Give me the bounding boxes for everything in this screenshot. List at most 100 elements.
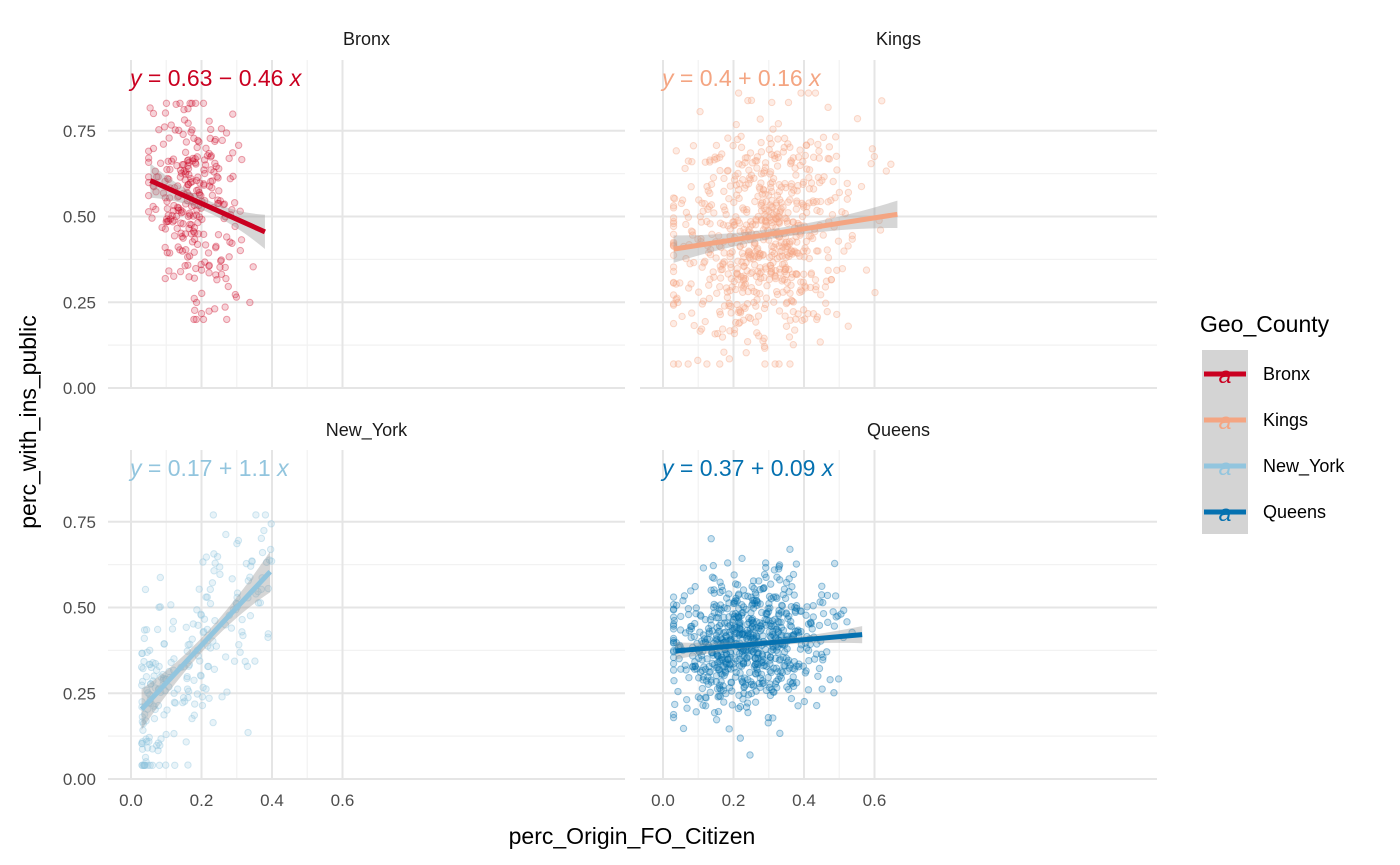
data-point: [843, 618, 851, 626]
data-point: [181, 230, 189, 238]
data-point: [222, 233, 231, 241]
data-point: [252, 511, 260, 519]
data-point: [718, 333, 727, 341]
data-point: [843, 179, 851, 188]
data-point: [802, 141, 811, 149]
data-point: [833, 166, 841, 174]
data-point: [789, 664, 797, 673]
data-point: [205, 117, 213, 125]
data-point: [719, 260, 727, 269]
data-point: [739, 678, 747, 687]
data-point: [751, 252, 759, 260]
data-point: [759, 619, 767, 628]
data-point: [729, 599, 738, 608]
data-point: [189, 227, 198, 236]
data-point: [192, 211, 201, 219]
data-point: [807, 620, 815, 628]
data-point: [138, 681, 146, 689]
data-point: [165, 249, 174, 257]
data-point: [775, 218, 783, 227]
data-point: [748, 622, 756, 631]
data-point: [752, 591, 760, 599]
data-point: [241, 657, 249, 666]
data-point: [751, 654, 760, 662]
data-point: [713, 651, 722, 660]
data-point: [155, 761, 164, 769]
data-point: [140, 761, 148, 769]
data-point: [139, 726, 147, 734]
data-point: [770, 243, 778, 251]
data-point: [791, 608, 800, 617]
data-point: [150, 714, 159, 723]
data-point: [738, 677, 746, 685]
data-point: [725, 660, 734, 668]
data-point: [712, 672, 721, 680]
data-point: [806, 619, 815, 627]
data-point: [774, 618, 782, 626]
data-point: [669, 279, 678, 287]
data-point: [168, 211, 176, 220]
data-point: [171, 699, 179, 707]
data-point: [794, 626, 802, 634]
data-point: [816, 338, 824, 346]
data-point: [770, 298, 778, 306]
data-point: [804, 620, 813, 628]
data-point: [267, 557, 276, 565]
data-point: [747, 678, 755, 686]
data-point: [830, 689, 838, 697]
data-point: [739, 695, 747, 703]
data-point: [163, 217, 171, 226]
data-point: [147, 680, 155, 688]
data-point: [691, 662, 699, 671]
data-point: [812, 285, 820, 294]
data-point: [783, 658, 792, 666]
data-point: [764, 673, 772, 682]
data-point: [699, 297, 708, 305]
data-point: [221, 263, 229, 272]
data-point: [727, 678, 735, 686]
data-point: [696, 628, 704, 636]
data-point: [777, 198, 785, 207]
data-point: [702, 677, 711, 685]
data-point: [208, 184, 216, 192]
data-point: [744, 691, 753, 699]
data-point: [742, 605, 750, 614]
data-point: [216, 197, 225, 205]
data-point: [163, 165, 171, 174]
data-point: [771, 680, 780, 688]
data-point: [672, 147, 680, 155]
data-point: [674, 360, 683, 368]
data-point: [739, 316, 748, 324]
data-point: [752, 217, 760, 225]
data-point: [143, 686, 151, 694]
data-point: [789, 678, 797, 687]
data-point: [762, 616, 771, 624]
data-point: [697, 235, 705, 243]
data-point: [765, 592, 774, 601]
data-point: [692, 609, 700, 618]
data-point: [179, 208, 187, 216]
data-point: [800, 270, 808, 278]
data-point: [182, 738, 190, 746]
data-point: [716, 601, 725, 609]
data-point: [728, 248, 736, 256]
data-point: [224, 282, 232, 291]
data-point: [809, 153, 818, 161]
data-point: [684, 284, 693, 292]
data-point: [721, 668, 730, 677]
data-point: [774, 668, 782, 676]
data-point: [724, 655, 732, 664]
data-point: [679, 724, 688, 733]
data-point: [776, 576, 784, 584]
data-point: [703, 182, 711, 191]
data-point: [779, 243, 787, 251]
data-point: [142, 626, 151, 634]
data-point: [758, 679, 767, 688]
x-tick-label: 0.0: [119, 791, 143, 810]
data-point: [755, 183, 764, 191]
data-point: [726, 635, 735, 644]
data-point: [746, 176, 754, 184]
data-point: [698, 300, 706, 308]
data-point: [706, 688, 714, 697]
